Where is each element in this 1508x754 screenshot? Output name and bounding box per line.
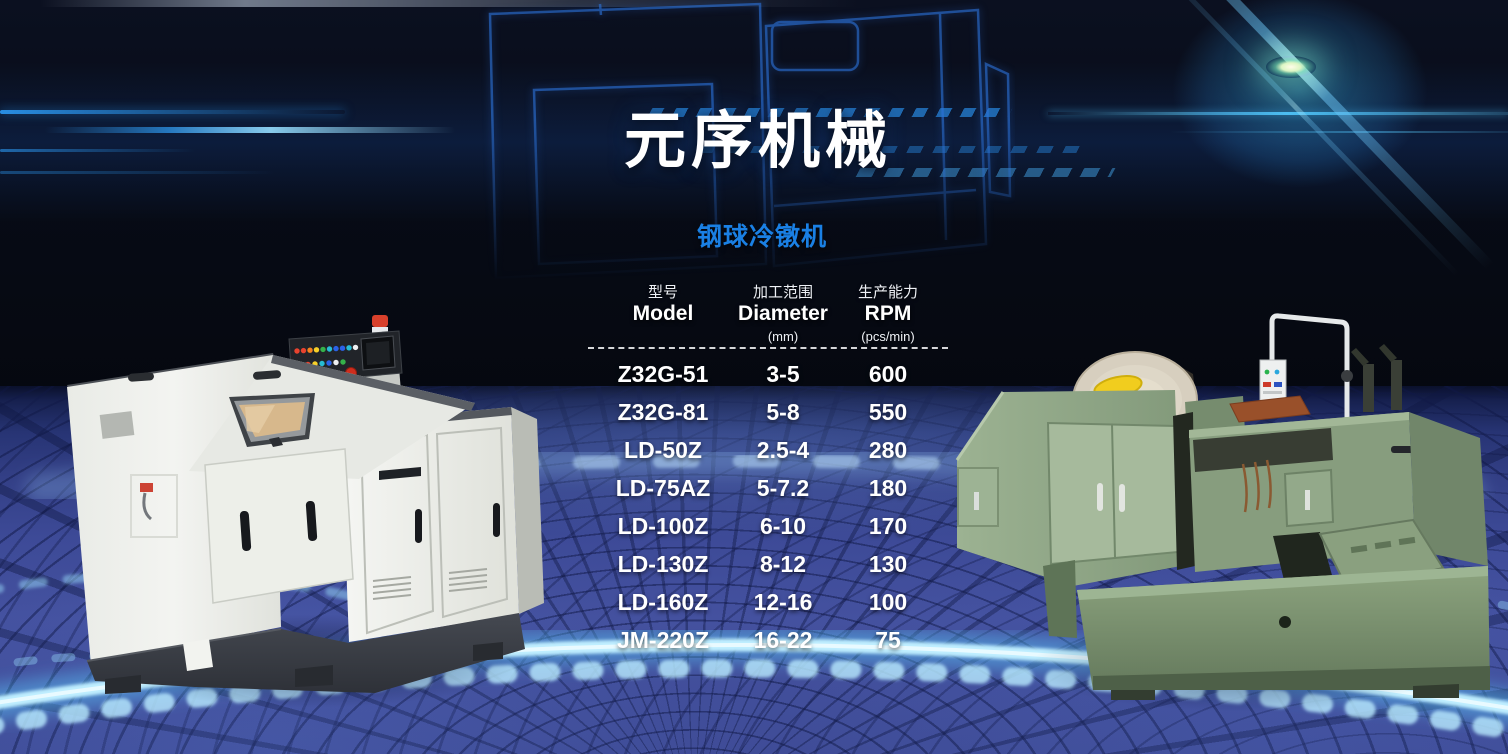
rpm-cell: 180 [868,474,908,501]
col-rpm-unit: (pcs/min) [861,328,915,344]
top-light-strip [40,0,860,7]
col-diameter-zh: 加工范围 [752,284,813,301]
diameter-cell: 12-16 [753,588,813,615]
diameter-cell: 2.5-4 [756,436,810,463]
front-panel [204,448,354,604]
table-divider [588,347,948,349]
model-cell: LD-50Z [624,436,702,463]
table-body: Z32G-51 3-5 600 Z32G-81 5-8 550 LD-50Z 2… [588,355,948,659]
brand-title: 元序机械 [623,107,892,176]
model-cell: JM-220Z [616,626,710,653]
col-rpm-zh: 生产能力 [857,284,918,301]
col-diameter-en: Diameter [738,302,828,325]
light-streak [0,110,345,114]
pendant-control-box [1259,359,1287,403]
rpm-cell: 130 [868,550,908,577]
rpm-cell: 75 [875,626,901,653]
model-cell: Z32G-81 [617,398,709,425]
rpm-cell: 100 [868,588,908,615]
diameter-cell: 3-5 [766,360,800,387]
spec-table: 型号 加工范围 生产能力 Model Diameter RPM (mm) (pc… [588,281,948,659]
rpm-cell: 170 [868,512,908,539]
model-cell: LD-160Z [617,588,709,615]
left-housing [955,390,1181,586]
tool-posts [1351,344,1402,412]
light-streak [1170,131,1508,133]
back-wall [1185,396,1245,436]
table-header-en: Model Diameter RPM [588,301,948,327]
left-machine-photo [67,315,544,694]
right-machine-photo [955,313,1490,700]
rpm-cell: 600 [868,360,908,387]
rust-tray [1229,395,1311,423]
light-streak [45,127,455,133]
col-model-zh: 型号 [647,284,678,301]
spec-row: JM-220Z 16-22 75 [588,621,948,659]
diameter-cell: 6-10 [759,512,807,539]
spec-row: LD-160Z 12-16 100 [588,583,948,621]
table-header-units: (mm) (pcs/min) [588,327,948,345]
blue-haze-band [0,62,1508,222]
diameter-cell: 8-12 [759,550,807,577]
spec-row: Z32G-51 3-5 600 [588,355,948,393]
spec-row: LD-130Z 8-12 130 [588,545,948,583]
model-cell: LD-75AZ [615,474,711,501]
spec-row: LD-50Z 2.5-4 280 [588,431,948,469]
diameter-cell: 5-7.2 [756,474,810,501]
col-diameter-unit: (mm) [767,328,799,344]
diameter-cell: 16-22 [753,626,813,653]
machine-base [1043,560,1490,700]
col-model-en: Model [632,302,694,325]
pipe-frame [1269,313,1353,438]
spec-row: LD-75AZ 5-7.2 180 [588,469,948,507]
rpm-cell: 550 [868,398,908,425]
lens-flare-core [1266,56,1316,78]
model-cell: LD-100Z [617,512,709,539]
spec-row: Z32G-81 5-8 550 [588,393,948,431]
diameter-cell: 5-8 [766,398,800,425]
model-cell: LD-130Z [617,550,709,577]
spec-row: LD-100Z 6-10 170 [588,507,948,545]
light-streak [0,149,195,152]
section-title: 钢球冷镦机 [696,223,827,251]
light-streak [1048,112,1508,115]
model-cell: Z32G-51 [617,360,709,387]
light-streak [0,171,275,174]
blueprint-wireframe [488,2,1012,280]
rpm-cell: 280 [868,436,908,463]
col-rpm-en: RPM [864,302,912,325]
table-header-zh: 型号 加工范围 生产能力 [588,281,948,301]
